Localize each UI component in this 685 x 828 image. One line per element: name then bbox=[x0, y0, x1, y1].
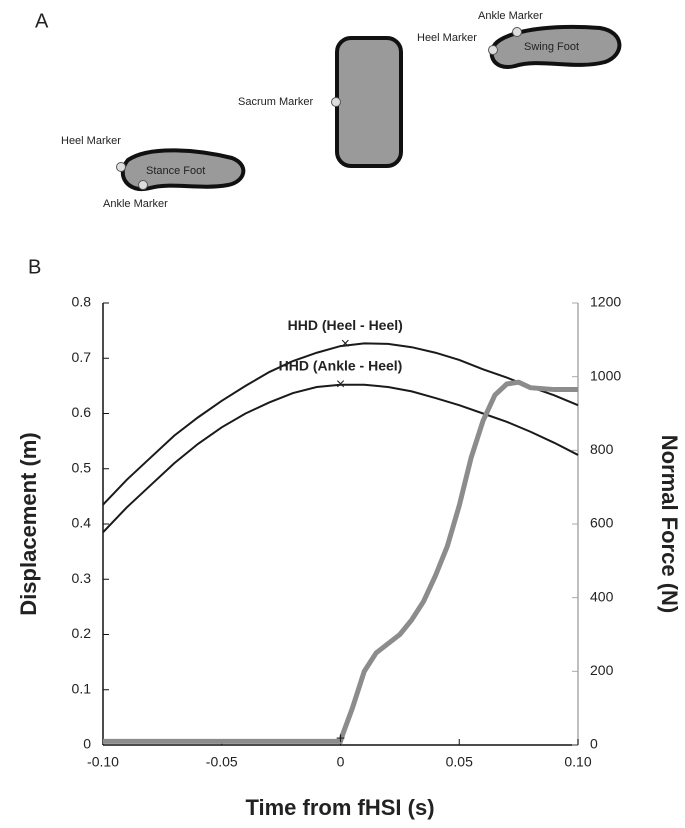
sacrum bbox=[335, 36, 403, 168]
displacement-line bbox=[102, 383, 579, 533]
x-tick-label: 0.10 bbox=[564, 754, 591, 770]
y-tick-label: 0.4 bbox=[72, 515, 92, 531]
y-axis-title: Displacement (m) bbox=[16, 432, 41, 615]
y2-tick-label: 600 bbox=[590, 515, 614, 531]
series-label: HHD (Ankle - Heel) bbox=[279, 357, 403, 373]
marker bbox=[116, 162, 126, 172]
peak-marker: × bbox=[336, 376, 345, 393]
y2-axis-title: Normal Force (N) bbox=[657, 435, 682, 613]
y-tick-label: 0.8 bbox=[72, 294, 92, 310]
marker bbox=[138, 180, 148, 190]
marker bbox=[512, 27, 522, 37]
y2-tick-label: 1200 bbox=[590, 294, 621, 310]
peak-marker: × bbox=[341, 336, 350, 353]
y-tick-label: 0.3 bbox=[72, 570, 92, 586]
y2-tick-label: 400 bbox=[590, 588, 614, 604]
foot-label: Swing Foot bbox=[524, 41, 579, 53]
x-tick-label: -0.10 bbox=[87, 754, 119, 770]
marker-label: Heel Marker bbox=[417, 32, 477, 44]
y-tick-label: 0.6 bbox=[72, 404, 92, 420]
x-tick-label: 0.05 bbox=[446, 754, 473, 770]
y2-tick-label: 1000 bbox=[590, 367, 621, 383]
x-axis-title: Time from fHSI (s) bbox=[245, 795, 434, 820]
onset-marker: + bbox=[336, 731, 345, 748]
x-tick-label: 0 bbox=[337, 754, 345, 770]
force-line bbox=[103, 379, 578, 744]
y-tick-label: 0 bbox=[83, 736, 91, 752]
diagram: Heel Marker Stance Foot Ankle Marker Sac… bbox=[61, 10, 622, 210]
marker-label: Ankle Marker bbox=[478, 10, 543, 22]
y-tick-label: 0.7 bbox=[72, 349, 92, 365]
y2-tick-label: 0 bbox=[590, 736, 598, 752]
x-tick-label: -0.05 bbox=[206, 754, 238, 770]
y2-tick-label: 800 bbox=[590, 441, 614, 457]
series-label: HHD (Heel - Heel) bbox=[288, 317, 403, 333]
displacement-line bbox=[102, 342, 579, 506]
marker-label: Ankle Marker bbox=[103, 198, 168, 210]
y-tick-label: 0.2 bbox=[72, 625, 92, 641]
panel-label: A bbox=[35, 10, 49, 32]
marker-label: Heel Marker bbox=[61, 135, 121, 147]
marker bbox=[331, 97, 341, 107]
swing-foot bbox=[489, 24, 622, 70]
marker bbox=[488, 45, 498, 55]
y-tick-label: 0.1 bbox=[72, 680, 92, 696]
panel-label: B bbox=[28, 256, 41, 278]
y2-tick-label: 200 bbox=[590, 662, 614, 678]
stance-foot bbox=[120, 148, 246, 192]
y-tick-label: 0.5 bbox=[72, 459, 92, 475]
foot-label: Stance Foot bbox=[146, 165, 205, 177]
marker-label: Sacrum Marker bbox=[238, 96, 314, 108]
